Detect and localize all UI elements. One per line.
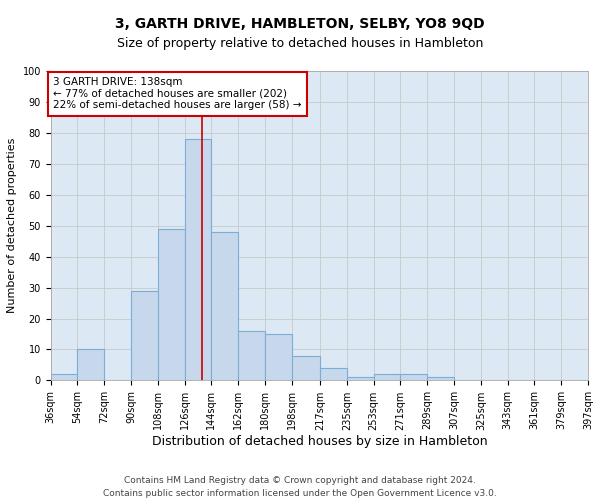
- Bar: [50, 374, 77, 380]
- Text: 3, GARTH DRIVE, HAMBLETON, SELBY, YO8 9QD: 3, GARTH DRIVE, HAMBLETON, SELBY, YO8 9Q…: [115, 18, 485, 32]
- Text: Contains HM Land Registry data © Crown copyright and database right 2024.: Contains HM Land Registry data © Crown c…: [124, 476, 476, 485]
- Y-axis label: Number of detached properties: Number of detached properties: [7, 138, 17, 314]
- Bar: [374, 374, 400, 380]
- Bar: [158, 229, 185, 380]
- Bar: [131, 290, 158, 380]
- Bar: [320, 368, 347, 380]
- Text: 3 GARTH DRIVE: 138sqm
← 77% of detached houses are smaller (202)
22% of semi-det: 3 GARTH DRIVE: 138sqm ← 77% of detached …: [53, 77, 302, 110]
- Bar: [347, 378, 374, 380]
- Bar: [185, 139, 211, 380]
- X-axis label: Distribution of detached houses by size in Hambleton: Distribution of detached houses by size …: [152, 435, 487, 448]
- Text: Size of property relative to detached houses in Hambleton: Size of property relative to detached ho…: [117, 38, 483, 51]
- Bar: [238, 331, 265, 380]
- Bar: [77, 350, 104, 380]
- Text: Contains public sector information licensed under the Open Government Licence v3: Contains public sector information licen…: [103, 489, 497, 498]
- Bar: [211, 232, 238, 380]
- Bar: [292, 356, 320, 380]
- Bar: [427, 378, 454, 380]
- Bar: [400, 374, 427, 380]
- Bar: [265, 334, 292, 380]
